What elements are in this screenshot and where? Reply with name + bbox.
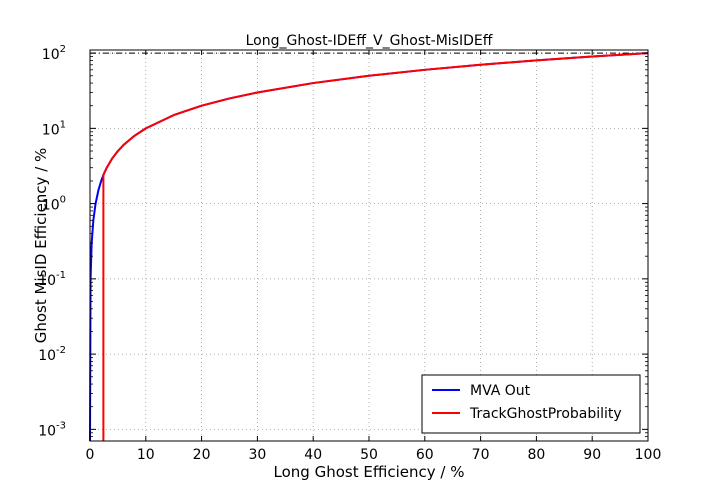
x-tick-label: 80 <box>527 447 545 463</box>
chart-title: Long_Ghost-IDEff_V_Ghost-MisIDEff <box>246 33 493 49</box>
ticks: 0 10 20 30 40 50 60 70 80 90 100 10-3 10-2 10-1 100 101… <box>38 44 661 463</box>
x-tick-label: 20 <box>193 447 211 463</box>
series-line-trackghostprobability <box>102 52 649 441</box>
x-tick-label: 40 <box>304 447 322 463</box>
x-tick-label: 0 <box>86 447 95 463</box>
x-tick-label: 10 <box>137 447 155 463</box>
x-tick-label: 50 <box>360 447 378 463</box>
legend-label: TrackGhostProbability <box>469 406 622 422</box>
legend-box <box>421 374 641 434</box>
x-tick-label: 70 <box>472 447 490 463</box>
x-tick-label: 60 <box>416 447 434 463</box>
x-tick-label: 30 <box>248 447 266 463</box>
y-tick-label: 10-2 <box>38 345 66 364</box>
legend: MVA Out TrackGhostProbability <box>421 374 641 434</box>
y-tick-label: 10-3 <box>38 420 66 439</box>
y-tick-label: 101 <box>42 119 66 138</box>
x-tick-label: 100 <box>635 447 662 463</box>
y-tick-label: 10-1 <box>38 270 66 289</box>
y-axis-label: Ghost MisID Efficiency / % <box>32 148 50 344</box>
y-tick-label: 102 <box>42 44 66 63</box>
x-axis-label: Long Ghost Efficiency / % <box>274 463 465 481</box>
x-tick-label: 90 <box>583 447 601 463</box>
legend-label: MVA Out <box>470 383 531 399</box>
y-tick-label: 100 <box>42 195 66 214</box>
